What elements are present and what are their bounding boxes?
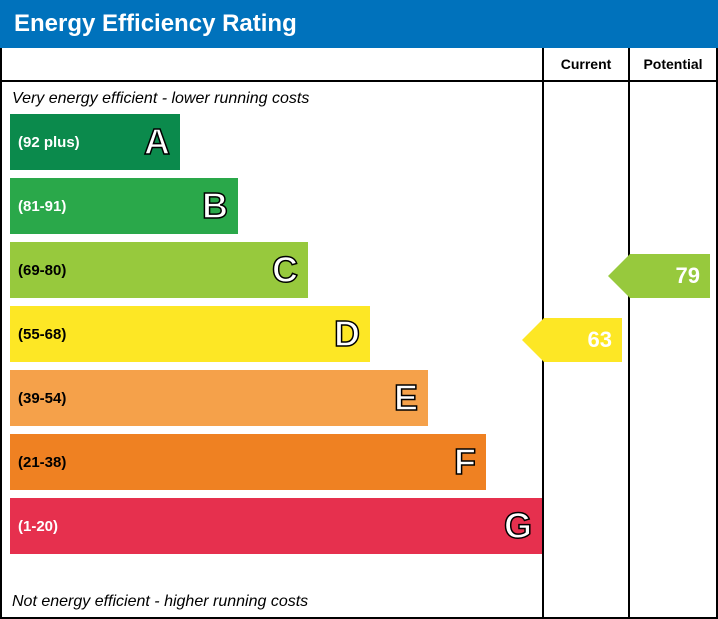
band-a: (92 plus) A — [10, 114, 180, 170]
band-range: (39-54) — [10, 390, 66, 407]
band-letter: G — [504, 505, 532, 547]
inefficient-label: Not energy efficient - higher running co… — [2, 591, 318, 613]
epc-chart: Energy Efficiency Rating Very energy eff… — [0, 0, 718, 619]
potential-body: 79 — [630, 82, 716, 617]
band-letter: F — [454, 441, 476, 483]
band-b: (81-91) B — [10, 178, 238, 234]
efficient-label: Very energy efficient - lower running co… — [2, 88, 542, 110]
band-range: (69-80) — [10, 262, 66, 279]
current-column: Current 63 — [544, 48, 630, 617]
bands-container: (92 plus) A (81-91) B (69-80) C (55-68) D (39-54… — [2, 114, 542, 562]
current-body: 63 — [544, 82, 628, 617]
header-spacer — [2, 48, 542, 82]
current-header: Current — [544, 48, 628, 82]
potential-header: Potential — [630, 48, 716, 82]
band-letter: A — [144, 121, 170, 163]
potential-column: Potential 79 — [630, 48, 716, 617]
bands-column: Very energy efficient - lower running co… — [2, 48, 544, 617]
band-e: (39-54) E — [10, 370, 428, 426]
band-letter: D — [334, 313, 360, 355]
band-letter: E — [394, 377, 418, 419]
band-range: (55-68) — [10, 326, 66, 343]
band-c: (69-80) C — [10, 242, 308, 298]
current-pointer: 63 — [544, 318, 622, 362]
band-letter: C — [272, 249, 298, 291]
band-range: (1-20) — [10, 518, 58, 535]
band-range: (92 plus) — [10, 134, 80, 151]
band-g: (1-20) G — [10, 498, 542, 554]
potential-pointer: 79 — [630, 254, 710, 298]
band-range: (81-91) — [10, 198, 66, 215]
band-range: (21-38) — [10, 454, 66, 471]
chart-title: Energy Efficiency Rating — [0, 0, 718, 48]
chart-grid: Very energy efficient - lower running co… — [0, 48, 718, 619]
band-d: (55-68) D — [10, 306, 370, 362]
band-f: (21-38) F — [10, 434, 486, 490]
band-letter: B — [202, 185, 228, 227]
